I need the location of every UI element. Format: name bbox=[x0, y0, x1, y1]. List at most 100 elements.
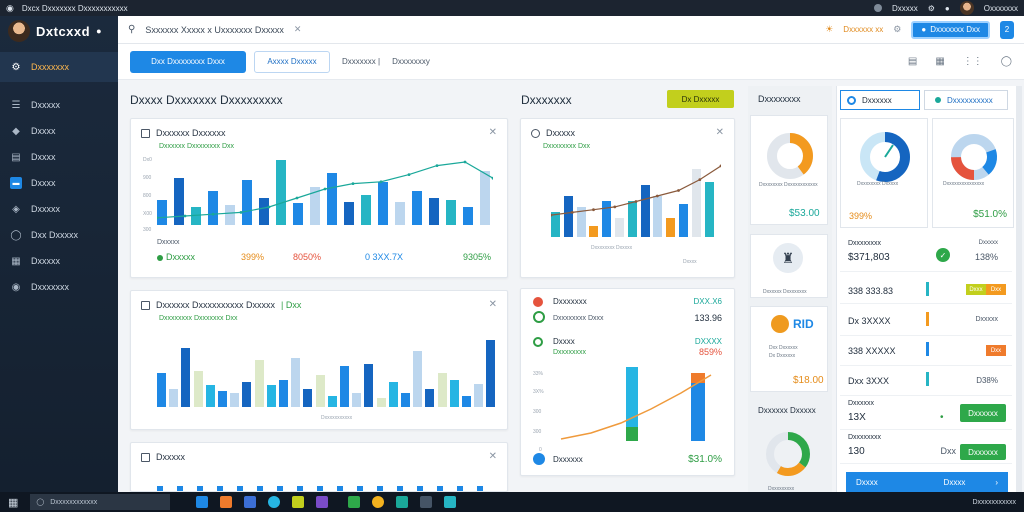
clock-icon bbox=[533, 297, 543, 307]
app-icon-2[interactable] bbox=[220, 496, 233, 508]
row-action-button[interactable]: Dxxxxxx bbox=[960, 444, 1006, 460]
windows-icon[interactable]: ▦ bbox=[8, 496, 19, 509]
sidebar-item-4[interactable]: ▬ Dxxxx bbox=[0, 170, 118, 196]
header-primary-label: Dxxxxxxx Dxx bbox=[930, 25, 980, 34]
row1-title: Dxxxxxxx bbox=[553, 297, 587, 306]
app-icon-10[interactable] bbox=[420, 496, 433, 508]
list-row[interactable]: 338 333.83 Dxxx Dxx bbox=[840, 274, 1012, 304]
sidebar-item-1[interactable]: ☰ Dxxxxx bbox=[0, 92, 118, 118]
window-title: Dxcx Dxxxxxxx Dxxxxxxxxxxx bbox=[21, 3, 128, 13]
status-icon bbox=[873, 4, 882, 12]
more-icon[interactable]: ⋮⋮ bbox=[962, 56, 983, 67]
card-legend-label: Dxxxxx bbox=[157, 239, 180, 246]
taskbar-tray: Dxxxxxxxxxxx bbox=[972, 498, 1016, 506]
close-icon[interactable]: ✕ bbox=[293, 24, 302, 34]
sidebar-item-2[interactable]: ◆ Dxxxx bbox=[0, 118, 118, 144]
chart-bar bbox=[704, 182, 714, 237]
app-icon-4[interactable] bbox=[268, 496, 281, 508]
export-icon[interactable]: ▦ bbox=[935, 56, 945, 67]
revenue-bars bbox=[157, 153, 493, 225]
brand-name: Dxtcxxd bbox=[36, 23, 91, 39]
user-avatar[interactable] bbox=[959, 1, 974, 15]
list-row[interactable]: Dxxxxxx 13X • Dxxxxxx bbox=[840, 398, 1012, 430]
donut2-title: Dxxxxxx Dxxxxx bbox=[758, 406, 816, 415]
sidebar: Dxtcxxd ● ⚙ Dxxxxxxx ☰ Dxxxxx ◆ Dxxxx ▤ … bbox=[0, 16, 118, 492]
chart-bar bbox=[293, 203, 303, 225]
line-point bbox=[719, 164, 721, 168]
scrollbar[interactable] bbox=[1016, 86, 1022, 492]
app-icon-5[interactable] bbox=[292, 496, 305, 508]
app-icon-3[interactable] bbox=[244, 496, 257, 508]
app-icon-11[interactable] bbox=[444, 496, 457, 508]
header-primary-button[interactable]: ● Dxxxxxxx Dxx bbox=[911, 20, 990, 39]
sidebar-item-6[interactable]: ◯ Dxx Dxxxxx bbox=[0, 222, 118, 248]
tab-2[interactable]: Dxxxxxxxxxx bbox=[924, 90, 1008, 110]
toggle-icon[interactable]: ● bbox=[96, 26, 102, 36]
sidebar-item-label: Dxx Dxxxxx bbox=[31, 230, 78, 240]
column-4-footer-button[interactable]: Dxxxx Dxxxx › bbox=[846, 472, 1008, 492]
card-title-suffix: | Dxx bbox=[281, 300, 302, 310]
toolbar-link-b[interactable]: Dxxxxxxxy bbox=[392, 57, 430, 66]
legend-dot bbox=[157, 254, 163, 261]
list-row[interactable]: Dxx 3XXX D38% bbox=[840, 366, 1012, 396]
toolbar-outline-button[interactable]: Axxxx Dxxxxx bbox=[254, 50, 330, 73]
help-icon[interactable]: ◯ bbox=[1000, 56, 1012, 67]
metrics-bar-1-base bbox=[626, 427, 638, 441]
close-icon[interactable]: ✕ bbox=[488, 299, 497, 310]
taskbar-search[interactable]: ◯ Dxxxxxxxxxxxx bbox=[30, 494, 171, 510]
list-row[interactable]: 338 XXXXX Dxx bbox=[840, 336, 1012, 366]
row-right-top: Dxxxxx bbox=[978, 240, 998, 246]
pie-chart bbox=[951, 134, 997, 180]
gear-icon[interactable]: ⚙ bbox=[927, 3, 935, 13]
list-row[interactable]: Dxxxxxxxx $371,803 ✓ Dxxxxx 138% bbox=[840, 236, 1012, 272]
brand[interactable]: Dxtcxxd ● bbox=[0, 16, 118, 46]
logo-card: RID Dxx Dxxxxxx Dx Dxxxxxx $18.00 bbox=[750, 306, 828, 392]
ticker-label: Dxxxxxxxxxxx bbox=[321, 415, 353, 421]
sidebar-item-label: Dxxxxx bbox=[31, 100, 60, 110]
chart-bar bbox=[691, 169, 701, 237]
sidebar-item-0[interactable]: ⚙ Dxxxxxxx bbox=[0, 52, 118, 82]
sidebar-item-3[interactable]: ▤ Dxxxx bbox=[0, 144, 118, 170]
toolbar-primary-button[interactable]: Dxx Dxxxxxxxx Dxxx bbox=[130, 50, 246, 73]
close-icon[interactable]: ✕ bbox=[715, 127, 724, 138]
close-icon[interactable]: ✕ bbox=[488, 127, 497, 138]
chart-bar bbox=[310, 187, 320, 225]
mid-section-button[interactable]: Dx Dxxxxx bbox=[667, 90, 734, 108]
app-icon-8[interactable] bbox=[372, 496, 385, 508]
y-tick: 800 bbox=[143, 193, 152, 199]
settings-icon[interactable]: ⚙ bbox=[893, 24, 902, 34]
app-icon: ◉ bbox=[6, 2, 14, 13]
legend-text: Dxxxxx bbox=[166, 252, 195, 262]
search-icon: ◯ bbox=[36, 499, 45, 506]
app-icon-6[interactable] bbox=[316, 496, 329, 508]
header-square-button[interactable]: 2 bbox=[1000, 20, 1014, 39]
line-point bbox=[351, 182, 355, 185]
avatar[interactable] bbox=[8, 20, 30, 42]
sidebar-item-5[interactable]: ◈ Dxxxxx bbox=[0, 196, 118, 222]
list-row[interactable]: Dx 3XXXX Dxxxxx bbox=[840, 306, 1012, 336]
print-icon[interactable]: ▤ bbox=[907, 56, 918, 67]
trend-line bbox=[551, 165, 721, 216]
sidebar-item-7[interactable]: ▦ Dxxxxx bbox=[0, 248, 118, 274]
toolbar-link-a[interactable]: Dxxxxxxx | bbox=[342, 57, 381, 66]
card-subtitle: Dxxxxxxxx Dxx bbox=[543, 143, 591, 150]
revenue-card: Dxxxxxx Dxxxxxx Dxxxxxx Dxxxxxxxx Dxx ✕ … bbox=[130, 118, 508, 278]
row-action-button[interactable]: Dxxxxxx bbox=[960, 404, 1006, 422]
mid-section-title: Dxxxxxxx bbox=[521, 93, 572, 107]
search-icon[interactable]: ⚲ bbox=[128, 24, 136, 35]
sidebar-item-8[interactable]: ◉ Dxxxxxxx bbox=[0, 274, 118, 300]
chart-bar bbox=[361, 195, 371, 225]
chart-bar bbox=[340, 366, 349, 407]
card-title: Dxxxxxx Dxxxxxx bbox=[156, 128, 226, 138]
tab-1[interactable]: Dxxxxxx bbox=[840, 90, 920, 110]
mid-bars bbox=[551, 155, 721, 237]
app-icon-9[interactable] bbox=[396, 496, 409, 508]
donut-chart bbox=[767, 133, 813, 179]
app-icon-7[interactable] bbox=[348, 496, 361, 508]
bell-icon[interactable]: ● bbox=[944, 3, 950, 13]
list-row[interactable]: Dxxxxxxxx 130 Dxx Dxxxxxx bbox=[840, 432, 1012, 464]
close-icon[interactable]: ✕ bbox=[488, 451, 497, 462]
row-title: Dx 3XXXX bbox=[848, 316, 891, 326]
breadcrumb: Sxxxxxx Xxxxx x Uxxxxxxx Dxxxxx bbox=[145, 24, 284, 35]
app-icon-1[interactable] bbox=[196, 496, 209, 508]
